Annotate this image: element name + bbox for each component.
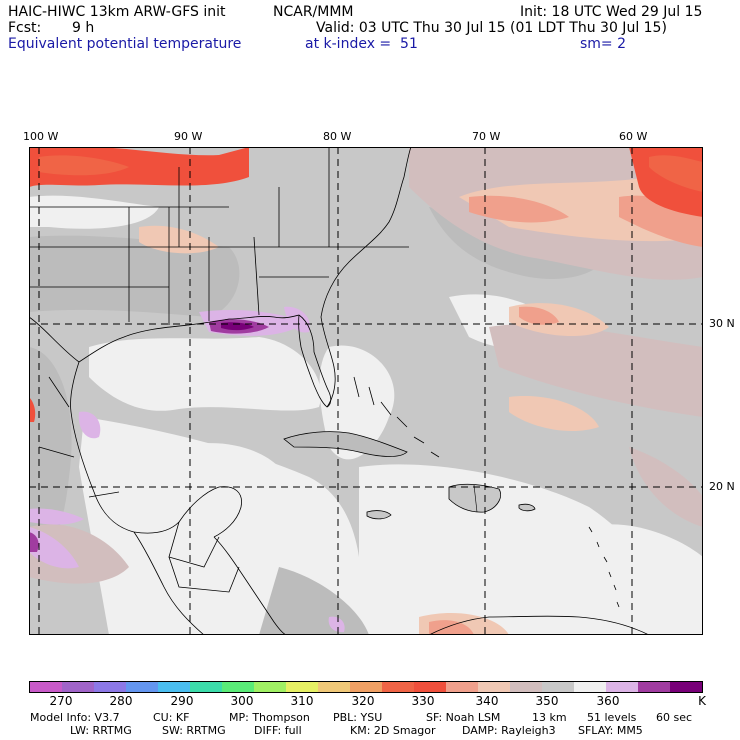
lon-label-80w: 80 W <box>323 130 352 143</box>
footer-pbl: PBL: YSU <box>333 711 383 724</box>
colorbar-units: K <box>698 694 706 708</box>
colorbar-label: 350 <box>535 694 559 708</box>
colorbar-label: 280 <box>109 694 133 708</box>
jamaica-outline <box>366 510 392 520</box>
colorbar <box>29 681 703 693</box>
colorbar-swatch <box>510 682 542 692</box>
footer-damp: DAMP: Rayleigh3 <box>462 724 556 737</box>
footer-sw: SW: RRTMG <box>162 724 226 737</box>
field-orange-regions <box>39 155 703 192</box>
lon-label-60w: 60 W <box>619 130 648 143</box>
theta-e-map <box>29 147 703 635</box>
cuba-outline <box>283 431 408 457</box>
colorbar-swatch <box>350 682 382 692</box>
footer-lw: LW: RRTMG <box>70 724 132 737</box>
footer-km: KM: 2D Smagor <box>350 724 436 737</box>
colorbar-swatch <box>30 682 62 692</box>
valid-time: Valid: 03 UTC Thu 30 Jul 15 (01 LDT Thu … <box>316 20 667 36</box>
south-america-coast <box>428 615 650 635</box>
colorbar-swatch <box>190 682 222 692</box>
lon-label-90w: 90 W <box>174 130 203 143</box>
colorbar-label: 290 <box>170 694 194 708</box>
colorbar-swatch <box>542 682 574 692</box>
lon-label-100w: 100 W <box>23 130 59 143</box>
hispaniola-outline <box>448 483 501 513</box>
lat-label-20n: 20 N <box>709 480 735 493</box>
coastlines <box>29 147 412 635</box>
footer-sf: SF: Noah LSM <box>426 711 501 724</box>
footer-model-info: Model Info: V3.7 <box>30 711 120 724</box>
footer-sflay: SFLAY: MM5 <box>578 724 643 737</box>
footer-timestep: 60 sec <box>656 711 693 724</box>
field-name: Equivalent potential temperature <box>8 36 242 52</box>
colorbar-swatch <box>94 682 126 692</box>
org-label: NCAR/MMM <box>273 4 354 20</box>
colorbar-swatch <box>478 682 510 692</box>
bahamas-outline <box>353 376 440 458</box>
lon-label-70w: 70 W <box>472 130 501 143</box>
colorbar-swatch <box>670 682 702 692</box>
forecast-label: Fcst: <box>8 20 42 36</box>
colorbar-swatch <box>318 682 350 692</box>
colorbar-swatch <box>446 682 478 692</box>
smoothing-label: sm= 2 <box>580 36 627 52</box>
colorbar-label: 320 <box>351 694 375 708</box>
colorbar-swatch <box>286 682 318 692</box>
footer-cu: CU: KF <box>153 711 190 724</box>
lat-label-30n: 30 N <box>709 317 735 330</box>
colorbar-label: 310 <box>290 694 314 708</box>
colorbar-label: 330 <box>411 694 435 708</box>
colorbar-swatch <box>414 682 446 692</box>
colorbar-swatch <box>158 682 190 692</box>
model-title: HAIC-HIWC 13km ARW-GFS init <box>8 4 226 20</box>
footer-mp: MP: Thompson <box>229 711 310 724</box>
footer-diff: DIFF: full <box>254 724 302 737</box>
map-frame <box>29 147 703 635</box>
colorbar-swatch <box>606 682 638 692</box>
colorbar-swatch <box>222 682 254 692</box>
colorbar-swatch <box>254 682 286 692</box>
init-time: Init: 18 UTC Wed 29 Jul 15 <box>520 4 703 20</box>
puerto-rico-outline <box>518 503 536 512</box>
level-index: at k-index = 51 <box>305 36 418 52</box>
colorbar-label: 270 <box>49 694 73 708</box>
colorbar-swatch <box>638 682 670 692</box>
footer-resolution: 13 km <box>532 711 567 724</box>
colorbar-swatch <box>574 682 606 692</box>
forecast-hour: 9 h <box>72 20 95 36</box>
latlon-grid <box>29 147 703 635</box>
colorbar-swatch <box>126 682 158 692</box>
footer-levels: 51 levels <box>587 711 637 724</box>
colorbar-swatch <box>382 682 414 692</box>
colorbar-swatch <box>62 682 94 692</box>
antilles-outline <box>588 526 620 608</box>
colorbar-label: 360 <box>596 694 620 708</box>
colorbar-label: 340 <box>475 694 499 708</box>
colorbar-label: 300 <box>230 694 254 708</box>
